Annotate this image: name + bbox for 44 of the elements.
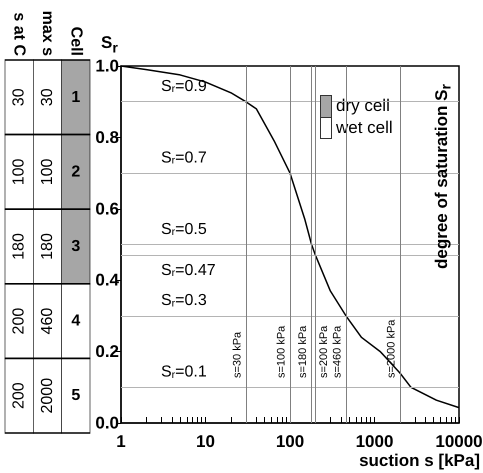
data-label: 30 xyxy=(39,88,56,106)
data-label: 100 xyxy=(10,158,28,186)
x-tick-label: s at C xyxy=(10,12,28,56)
ref-line-label: Sr=0.47 xyxy=(161,262,216,280)
x-axis-title: suction s [kPa] xyxy=(359,451,480,470)
data-label: 180 xyxy=(39,233,56,260)
ref-line-label: s=100 kPa xyxy=(276,324,288,378)
y-tick-label: 0.6 xyxy=(95,199,119,218)
ref-line-label: Sr=0.7 xyxy=(161,149,207,167)
x-tick-label: 100 xyxy=(276,432,304,451)
ref-line-label: s=460 kPa xyxy=(332,324,344,378)
data-label: 180 xyxy=(10,233,28,260)
ref-line-label: Sr=0.3 xyxy=(161,292,207,310)
y-tick-label: 0.2 xyxy=(95,342,119,362)
x-tick-label: 10 xyxy=(196,432,215,451)
y-tick-label: 0.4 xyxy=(95,270,120,290)
data-label: 4 xyxy=(71,312,80,330)
y-tick-label: 1.0 xyxy=(95,56,119,76)
ref-line-label: Sr=0.5 xyxy=(161,220,207,238)
data-label: 100 xyxy=(39,158,56,186)
ref-line-label: Sr=0.9 xyxy=(161,78,207,96)
data-label: 2000 xyxy=(39,378,56,414)
data-label: 200 xyxy=(10,308,28,334)
data-label: 3 xyxy=(71,238,80,255)
x-tick-label: 10000 xyxy=(435,432,483,451)
data-label: 1 xyxy=(71,88,80,106)
data-label: 460 xyxy=(39,308,56,334)
y-tick-label: 0.8 xyxy=(95,128,119,147)
ref-line-label: Sr=0.1 xyxy=(161,364,207,381)
data-label: 30 xyxy=(10,88,28,106)
ref-line-label: s=200 kPa xyxy=(318,324,330,378)
ref-line-label: s=30 kPa xyxy=(231,330,244,378)
x-tick-label: max s xyxy=(39,10,56,56)
data-label: 2 xyxy=(71,163,80,180)
data-label: 200 xyxy=(10,382,28,410)
data-label: 5 xyxy=(71,387,80,404)
x-tick-label: 1 xyxy=(116,432,126,451)
ref-line-label: s=180 kPa xyxy=(297,324,310,378)
x-tick-label: 1000 xyxy=(356,432,394,451)
x-tick-label: Cell xyxy=(67,26,84,56)
y-axis-title: S$_{r}$ xyxy=(101,33,118,58)
ref-line-label: s=2000 kPa xyxy=(385,318,398,378)
annotation: wet cell xyxy=(335,118,393,137)
y-tick-label: 0.0 xyxy=(95,414,119,432)
